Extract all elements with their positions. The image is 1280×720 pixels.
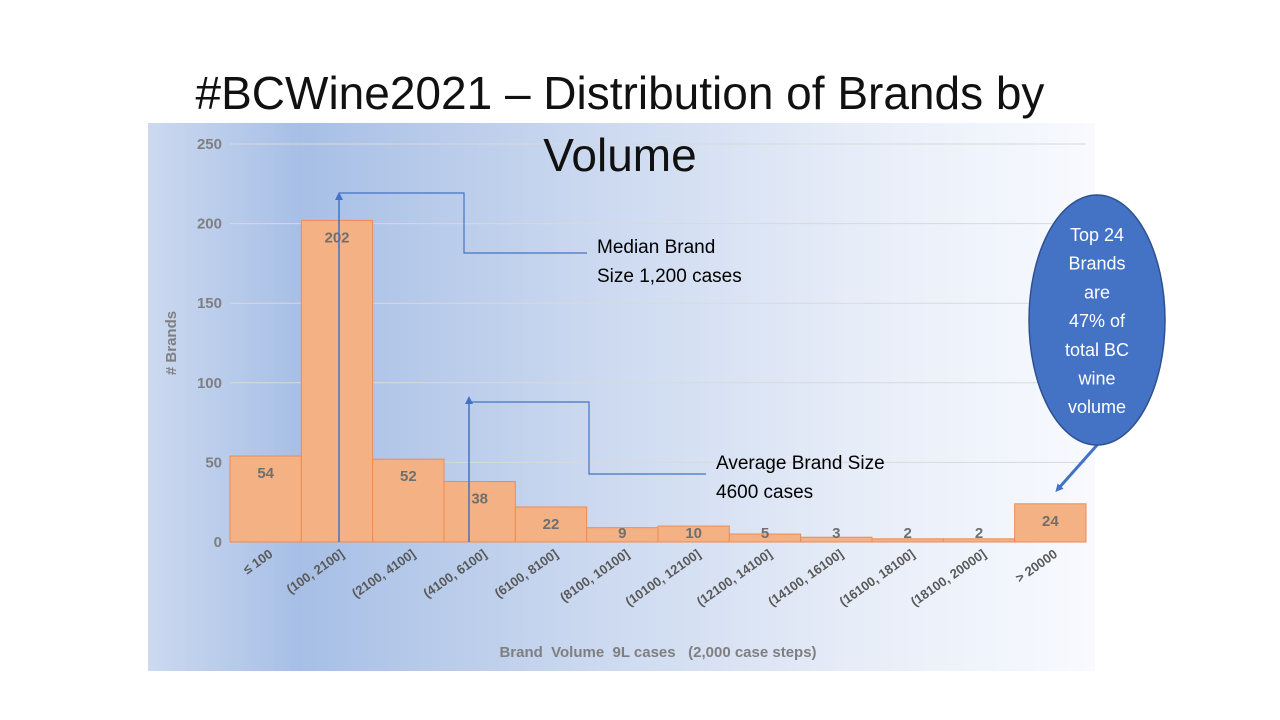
y-tick-label: 100 xyxy=(197,375,222,392)
data-label: 2 xyxy=(903,525,911,542)
x-tick-label: (6100, 8100] xyxy=(492,546,561,601)
data-label: 3 xyxy=(832,525,840,542)
callout-text: Top 24 xyxy=(1070,225,1124,245)
x-tick-label: (16100, 18100] xyxy=(837,546,918,609)
callout-text: total BC xyxy=(1065,340,1129,360)
data-label: 52 xyxy=(400,468,417,485)
x-tick-label: (12100, 14100] xyxy=(694,546,775,609)
bar xyxy=(300,219,374,543)
callout-text: wine xyxy=(1077,369,1115,389)
data-label: 10 xyxy=(685,525,702,542)
y-axis-ticks: 0 50 100 150 200 250 xyxy=(197,136,222,551)
y-tick-label: 200 xyxy=(197,216,222,233)
x-tick-label: (18100, 20000] xyxy=(908,546,989,609)
x-tick-label: ≤ 100 xyxy=(240,546,275,577)
median-label: Median Brand xyxy=(597,237,715,258)
data-label: 38 xyxy=(471,491,488,508)
bar xyxy=(1014,503,1087,543)
slide-title: #BCWine2021 – Distribution of Brands by … xyxy=(195,67,1045,181)
callout-text: 47% of xyxy=(1069,311,1126,331)
average-label: Average Brand Size xyxy=(716,453,885,474)
data-label: 9 xyxy=(618,525,626,542)
bar xyxy=(372,458,445,543)
x-tick-label: (4100, 6100] xyxy=(420,546,489,601)
x-tick-label: (2100, 4100] xyxy=(349,546,418,601)
median-connector xyxy=(339,192,587,254)
data-label: 5 xyxy=(761,525,769,542)
data-label: 54 xyxy=(257,465,274,482)
y-tick-label: 250 xyxy=(197,136,222,153)
bar xyxy=(443,481,516,543)
bar xyxy=(514,506,588,543)
x-tick-label: (8100, 10100] xyxy=(557,546,632,605)
y-tick-label: 150 xyxy=(197,295,222,312)
x-tick-label: (14100, 16100] xyxy=(765,546,846,609)
data-label: 22 xyxy=(543,516,560,533)
callout-text: are xyxy=(1084,282,1110,302)
x-axis-ticks: ≤ 100 (100, 2100] (2100, 4100] (4100, 6100]… xyxy=(240,546,1060,609)
data-label: 2 xyxy=(975,525,983,542)
callout-text: Brands xyxy=(1068,254,1125,274)
y-axis-title: # Brands xyxy=(163,311,180,375)
data-label: 202 xyxy=(324,229,349,246)
x-tick-label: > 20000 xyxy=(1013,546,1060,585)
x-tick-label: (10100, 12100] xyxy=(623,546,704,609)
callout-bubble xyxy=(1028,194,1166,446)
x-axis-title: Brand Volume 9L cases (2,000 case steps) xyxy=(499,644,816,661)
average-label: 4600 cases xyxy=(716,482,813,503)
median-label: Size 1,200 cases xyxy=(597,266,742,287)
y-tick-label: 50 xyxy=(205,454,222,471)
average-connector xyxy=(469,401,706,475)
y-tick-label: 0 xyxy=(214,534,222,551)
callout-text: volume xyxy=(1068,397,1126,417)
x-tick-label: (100, 2100] xyxy=(284,546,347,596)
annotations: Median Brand Size 1,200 cases Average Bran… xyxy=(335,192,1166,542)
data-label: 24 xyxy=(1042,513,1059,530)
bars xyxy=(229,219,1087,543)
callout-arrow xyxy=(1055,443,1100,492)
